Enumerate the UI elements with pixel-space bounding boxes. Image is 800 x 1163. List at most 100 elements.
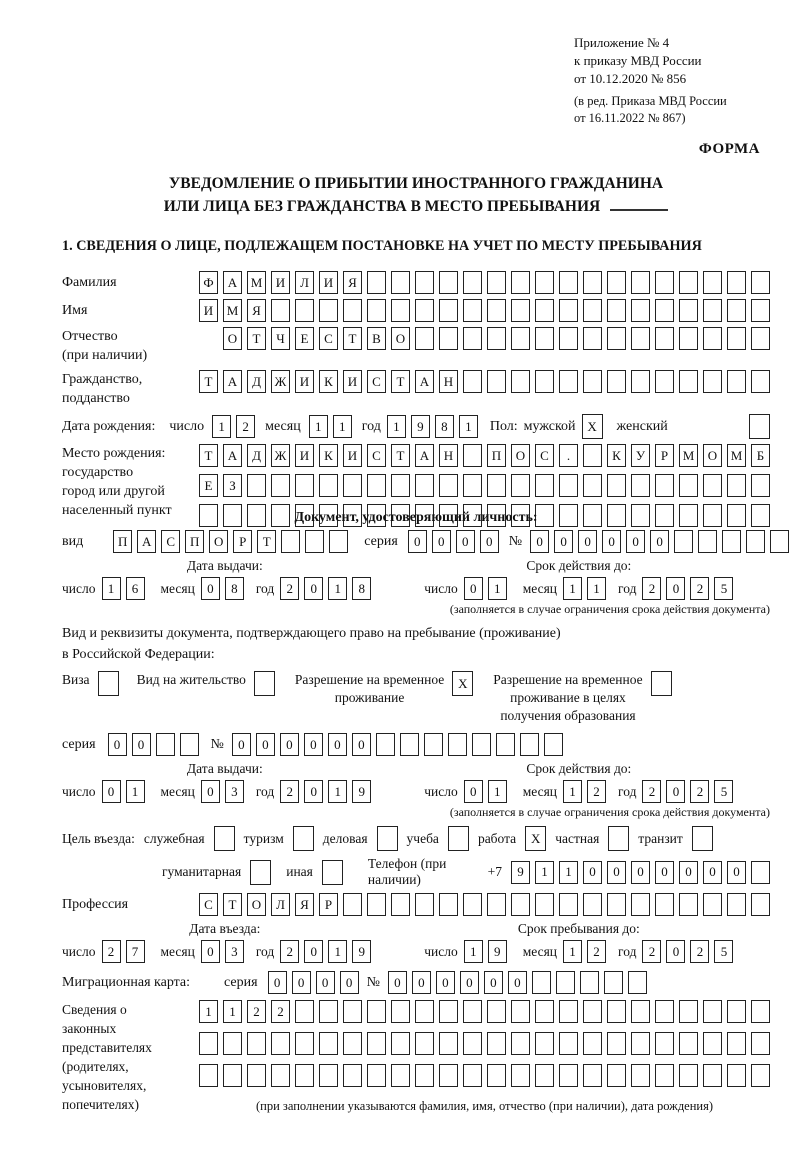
char-box[interactable]: 9 xyxy=(352,780,372,803)
char-box[interactable] xyxy=(583,893,602,916)
char-box[interactable] xyxy=(319,504,338,527)
char-box[interactable]: З xyxy=(223,474,242,497)
char-box[interactable] xyxy=(511,370,530,393)
char-box[interactable]: 2 xyxy=(271,1000,290,1023)
char-box[interactable]: 1 xyxy=(386,415,406,438)
char-box[interactable] xyxy=(727,1032,746,1055)
char-box[interactable] xyxy=(631,893,650,916)
char-box[interactable]: 0 xyxy=(101,780,121,803)
char-box[interactable]: 0 xyxy=(679,860,698,884)
char-box[interactable] xyxy=(535,893,554,916)
char-box[interactable]: 0 xyxy=(459,971,479,994)
char-box[interactable]: 0 xyxy=(602,530,622,553)
char-box[interactable]: 5 xyxy=(714,780,734,803)
char-box[interactable] xyxy=(463,893,482,916)
char-box[interactable]: 8 xyxy=(224,577,244,600)
char-box[interactable]: 0 xyxy=(431,530,451,553)
char-box[interactable]: 1 xyxy=(223,1000,242,1023)
char-box[interactable] xyxy=(321,859,343,885)
char-box[interactable] xyxy=(295,1000,314,1023)
char-box[interactable] xyxy=(727,327,746,350)
char-box[interactable] xyxy=(391,893,410,916)
char-box[interactable] xyxy=(319,1000,338,1023)
char-box[interactable]: О xyxy=(511,444,530,467)
char-box[interactable]: Д xyxy=(247,444,266,467)
char-box[interactable] xyxy=(631,474,650,497)
char-box[interactable] xyxy=(487,1064,506,1087)
char-box[interactable] xyxy=(631,271,650,294)
char-box[interactable] xyxy=(415,504,434,527)
char-box[interactable]: Т xyxy=(343,327,362,350)
char-box[interactable] xyxy=(655,299,674,322)
char-box[interactable] xyxy=(415,474,434,497)
char-box[interactable]: Л xyxy=(295,271,314,294)
char-box[interactable] xyxy=(415,1032,434,1055)
char-box[interactable]: 2 xyxy=(587,940,607,963)
char-box[interactable]: Т xyxy=(199,370,218,393)
char-box[interactable] xyxy=(305,530,325,553)
char-box[interactable] xyxy=(679,1064,698,1087)
char-box[interactable] xyxy=(463,504,482,527)
char-box[interactable] xyxy=(439,327,458,350)
char-box[interactable] xyxy=(375,733,395,756)
char-box[interactable]: С xyxy=(367,444,386,467)
char-box[interactable] xyxy=(319,474,338,497)
char-box[interactable]: 6 xyxy=(125,577,145,600)
char-box[interactable]: 1 xyxy=(587,577,607,600)
char-box[interactable]: 0 xyxy=(279,733,299,756)
char-box[interactable]: 9 xyxy=(352,940,372,963)
char-box[interactable] xyxy=(463,370,482,393)
char-box[interactable] xyxy=(415,893,434,916)
char-box[interactable] xyxy=(535,504,554,527)
char-box[interactable] xyxy=(295,1064,314,1087)
char-box[interactable]: 2 xyxy=(280,940,300,963)
char-box[interactable] xyxy=(511,504,530,527)
char-box[interactable]: 1 xyxy=(328,940,348,963)
char-box[interactable]: А xyxy=(415,444,434,467)
char-box[interactable] xyxy=(271,474,290,497)
char-box[interactable]: 1 xyxy=(487,780,507,803)
char-box[interactable]: Е xyxy=(199,474,218,497)
char-box[interactable] xyxy=(511,474,530,497)
char-box[interactable] xyxy=(555,971,575,994)
char-box[interactable]: М xyxy=(223,299,242,322)
char-box[interactable] xyxy=(543,733,563,756)
char-box[interactable] xyxy=(608,826,630,851)
char-box[interactable] xyxy=(415,1064,434,1087)
char-box[interactable]: 2 xyxy=(280,577,300,600)
char-box[interactable] xyxy=(607,327,626,350)
char-box[interactable]: Р xyxy=(319,893,338,916)
char-box[interactable] xyxy=(343,299,362,322)
char-box[interactable] xyxy=(751,1000,770,1023)
char-box[interactable]: 2 xyxy=(247,1000,266,1023)
char-box[interactable] xyxy=(722,530,742,553)
char-box[interactable] xyxy=(535,370,554,393)
char-box[interactable] xyxy=(770,530,790,553)
char-box[interactable] xyxy=(199,1032,218,1055)
char-box[interactable]: Т xyxy=(247,327,266,350)
char-box[interactable] xyxy=(655,1032,674,1055)
char-box[interactable] xyxy=(703,1032,722,1055)
char-box[interactable]: 1 xyxy=(458,415,478,438)
char-box[interactable] xyxy=(250,859,272,885)
char-box[interactable] xyxy=(751,1032,770,1055)
char-box[interactable]: 2 xyxy=(690,940,710,963)
char-box[interactable] xyxy=(631,1064,650,1087)
char-box[interactable]: 0 xyxy=(607,860,626,884)
char-box[interactable]: Н xyxy=(439,370,458,393)
char-box[interactable] xyxy=(751,893,770,916)
char-box[interactable] xyxy=(583,271,602,294)
char-box[interactable] xyxy=(727,893,746,916)
char-box[interactable]: 1 xyxy=(199,1000,218,1023)
char-box[interactable] xyxy=(535,327,554,350)
char-box[interactable] xyxy=(511,271,530,294)
char-box[interactable] xyxy=(391,474,410,497)
char-box[interactable] xyxy=(295,299,314,322)
char-box[interactable] xyxy=(607,370,626,393)
char-box[interactable]: 8 xyxy=(352,577,372,600)
char-box[interactable] xyxy=(559,271,578,294)
char-box[interactable] xyxy=(463,271,482,294)
char-box[interactable] xyxy=(631,370,650,393)
char-box[interactable] xyxy=(223,504,242,527)
char-box[interactable]: П xyxy=(487,444,506,467)
